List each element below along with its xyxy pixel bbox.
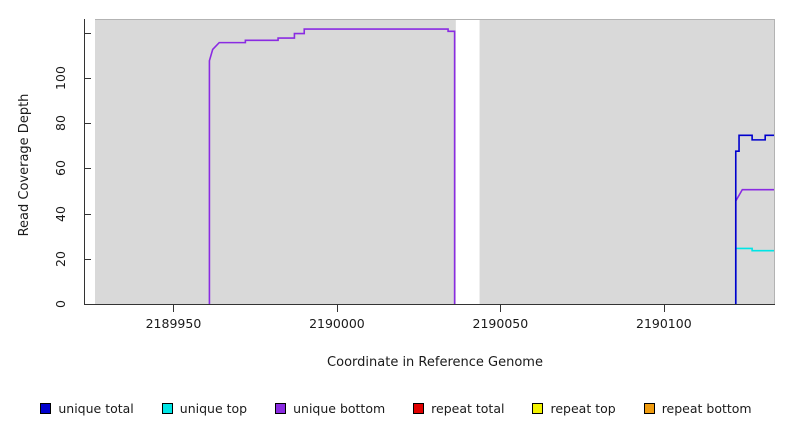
legend-swatch-icon <box>532 402 544 414</box>
x-tick-mark <box>663 305 665 312</box>
legend-item[interactable]: unique bottom <box>275 401 385 416</box>
y-axis-title: Read Coverage Depth <box>17 93 32 237</box>
y-tick-mark <box>84 77 91 79</box>
legend-swatch-icon <box>275 402 287 414</box>
legend-label: repeat total <box>431 400 505 416</box>
y-tick-label: 100 <box>53 65 68 90</box>
y-tick-label: 0 <box>53 300 68 308</box>
y-tick-label: 40 <box>53 205 68 222</box>
x-tick-label: 2190100 <box>636 316 692 331</box>
series-line <box>734 247 774 304</box>
legend-item[interactable]: repeat total <box>413 401 504 416</box>
x-axis-line <box>84 304 775 305</box>
y-tick-mark <box>84 304 91 305</box>
y-axis-line <box>84 19 85 304</box>
x-tick-label: 2189950 <box>145 316 202 331</box>
x-tick-mark <box>173 305 175 312</box>
series-line <box>208 28 774 304</box>
legend-swatch-icon <box>643 402 655 414</box>
x-tick-mark <box>336 305 338 312</box>
legend-item[interactable]: repeat top <box>532 400 616 416</box>
legend-item[interactable]: unique total <box>40 400 134 416</box>
y-tick-mark <box>84 32 91 34</box>
plot-series-svg <box>208 20 774 304</box>
plot-panel <box>95 19 775 304</box>
legend-label: unique bottom <box>293 400 386 416</box>
x-tick-label: 2190000 <box>309 316 365 331</box>
y-tick-mark <box>84 213 91 215</box>
legend-label: repeat bottom <box>661 400 752 416</box>
series-line <box>734 134 774 304</box>
x-tick-label: 2190050 <box>472 316 529 331</box>
no-data-gap <box>455 20 480 304</box>
legend-item[interactable]: unique top <box>161 400 248 416</box>
y-tick-mark <box>84 168 91 170</box>
legend-item[interactable]: repeat bottom <box>643 400 752 416</box>
legend-label: unique top <box>179 400 248 416</box>
legend-swatch-icon <box>40 402 52 414</box>
x-axis-title: Coordinate in Reference Genome <box>327 355 543 370</box>
y-tick-label: 80 <box>53 115 68 131</box>
legend-label: repeat top <box>550 400 616 416</box>
legend-swatch-icon <box>161 402 173 414</box>
y-tick-mark <box>84 123 91 125</box>
legend-swatch-icon <box>413 402 425 414</box>
x-tick-mark <box>500 305 502 312</box>
y-tick-label: 20 <box>53 250 68 267</box>
chart-legend: unique total unique top unique bottom repea… <box>0 396 792 420</box>
y-tick-mark <box>84 258 91 260</box>
y-tick-label: 60 <box>53 160 68 177</box>
legend-label: unique total <box>58 400 134 416</box>
